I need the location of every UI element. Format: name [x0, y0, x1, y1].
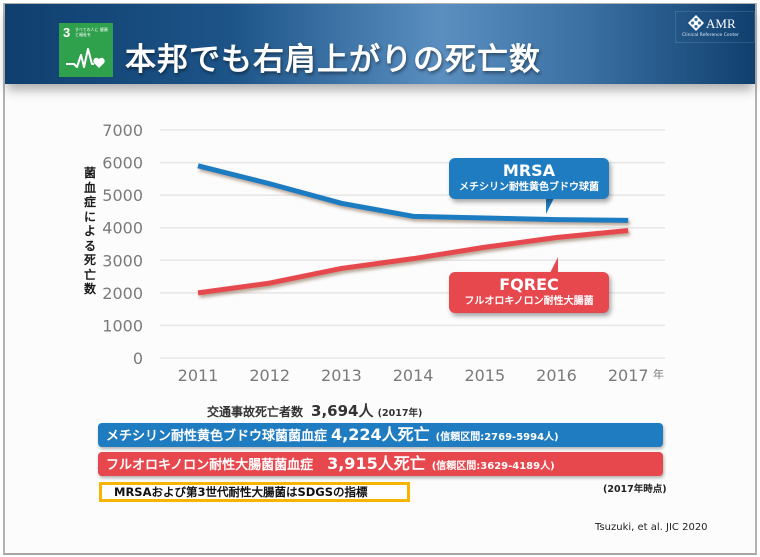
mrsa-bar-value: 4,224人死亡	[331, 425, 430, 444]
y-tick-label: 0	[133, 349, 143, 368]
fqrec-deaths-bar: フルオロキノロン耐性大腸菌菌血症 3,915人死亡 (信頼区間:3629-4189人…	[98, 452, 663, 476]
callout-pointer-mrsa	[546, 198, 554, 214]
y-tick-label: 5000	[102, 186, 143, 205]
y-axis-label: 菌血症による死亡数	[83, 166, 96, 296]
traffic-label: 交通事故死亡者数	[207, 405, 304, 419]
mrsa-bar-ci: (信頼区間:2769-5994人)	[435, 432, 559, 443]
traffic-deaths-note: 交通事故死亡者数 3,694人 (2017年)	[207, 400, 422, 421]
callout-fqrec-subtitle: フルオロキノロン耐性大腸菌	[464, 296, 594, 307]
y-tick-label: 6000	[102, 154, 143, 173]
sdg-goal-3-badge: 3 すべての人に 健康と福祉を	[59, 23, 113, 77]
x-tick-label: 2015	[464, 366, 505, 385]
sdg-indicator-note: MRSAおよび第3世代耐性大腸菌はSDGSの指標	[99, 482, 410, 502]
y-tick-label: 7000	[102, 121, 143, 140]
as-of-note: (2017年時点)	[603, 484, 667, 495]
y-tick-label: 1000	[102, 316, 143, 335]
x-axis-unit: 年	[653, 368, 664, 381]
logo-name: AMR	[706, 16, 736, 31]
callout-mrsa-subtitle: メチシリン耐性黄色ブドウ球菌	[459, 182, 599, 193]
callout-fqrec: FQREC フルオロキノロン耐性大腸菌	[449, 272, 609, 313]
callout-mrsa: MRSA メチシリン耐性黄色ブドウ球菌	[449, 158, 609, 199]
y-tick-label: 2000	[102, 284, 143, 303]
heartbeat-heart-icon	[66, 48, 105, 68]
x-tick-label: 2013	[321, 366, 362, 385]
x-tick-label: 2012	[249, 366, 290, 385]
header-banner: 3 すべての人に 健康と福祉を 本邦でも右肩上がりの死亡数 AMR Clinic…	[5, 4, 755, 84]
fqrec-bar-label: フルオロキノロン耐性大腸菌菌血症	[106, 458, 314, 473]
x-axis-ticks: 2011 2012 2013 2014 2015 2016 2017	[178, 366, 649, 385]
citation: Tsuzuki, et al. JIC 2020	[595, 522, 708, 533]
series-line-mrsa	[197, 163, 629, 223]
x-tick-label: 2014	[393, 366, 434, 385]
fqrec-bar-ci: (信頼区間:3629-4189人)	[431, 461, 555, 472]
y-axis-ticks: 7000 6000 5000 4000 3000 2000 1000 0	[102, 121, 143, 368]
traffic-value: 3,694人	[311, 402, 374, 420]
amr-diamond-logo-icon	[688, 15, 704, 31]
series-line-fqrec	[197, 227, 629, 296]
y-tick-label: 3000	[102, 251, 143, 270]
sdg-number: 3	[63, 25, 71, 40]
callout-mrsa-title: MRSA	[502, 161, 556, 180]
x-tick-label: 2011	[178, 366, 219, 385]
logo-subtitle: Clinical Reference Center	[682, 33, 739, 38]
page-title: 本邦でも右肩上がりの死亡数	[125, 42, 541, 78]
traffic-year: (2017年)	[377, 408, 423, 419]
amr-logo: AMR Clinical Reference Center	[675, 11, 755, 43]
y-tick-label: 4000	[102, 219, 143, 238]
mrsa-deaths-bar: メチシリン耐性黄色ブドウ球菌菌血症 4,224人死亡 (信頼区間:2769-5994…	[98, 423, 663, 447]
chart-series	[197, 163, 629, 296]
mrsa-bar-label: メチシリン耐性黄色ブドウ球菌菌血症	[106, 429, 328, 444]
sdg-text: すべての人に 健康と福祉を	[75, 27, 108, 37]
callout-fqrec-title: FQREC	[499, 275, 559, 294]
x-tick-label: 2017	[608, 366, 649, 385]
callout-pointer-fqrec	[550, 257, 558, 273]
fqrec-bar-value: 3,915人死亡	[327, 454, 426, 473]
x-tick-label: 2016	[536, 366, 577, 385]
